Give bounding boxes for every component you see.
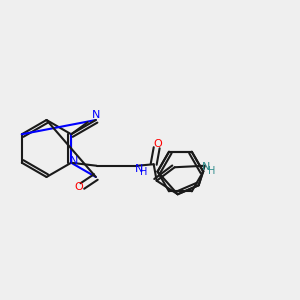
Text: H: H <box>208 166 216 176</box>
Text: H: H <box>140 167 148 177</box>
Text: N: N <box>92 110 100 121</box>
Text: N: N <box>202 162 210 172</box>
Text: O: O <box>153 139 162 149</box>
Text: N: N <box>69 156 78 166</box>
Text: O: O <box>74 182 83 193</box>
Text: N: N <box>134 164 143 174</box>
